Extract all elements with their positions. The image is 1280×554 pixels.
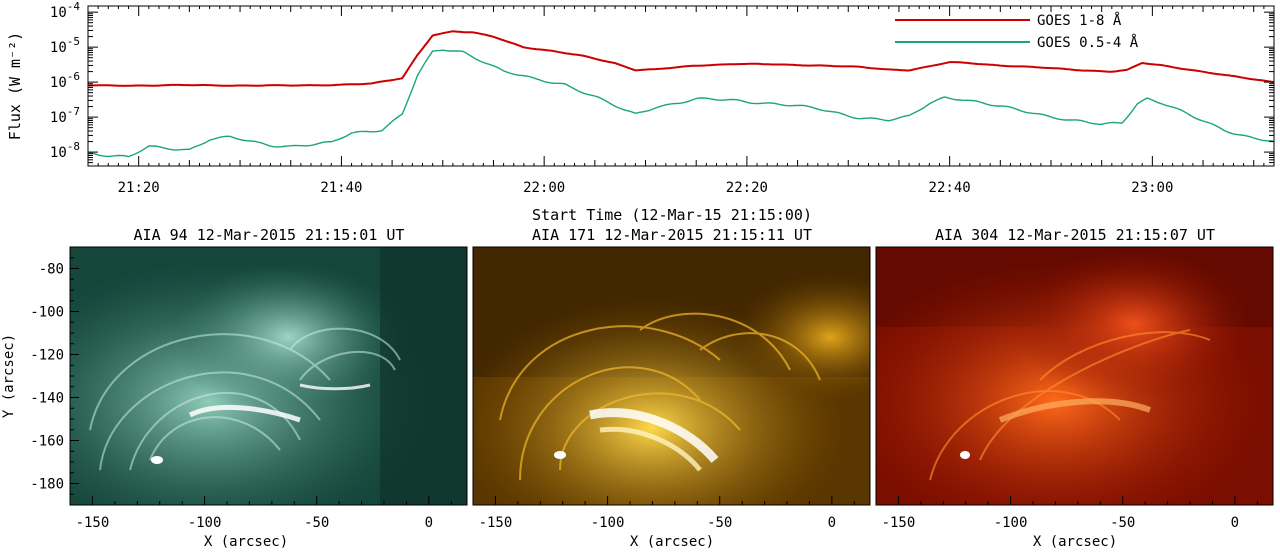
aia94-y-tick-label: -160 [30,434,64,450]
panel-title-aia171: AIA 171 12-Mar-2015 21:15:11 UT [532,226,812,244]
aia304-x-tick-label: -50 [1110,515,1135,531]
aia94-x-axis-title: X (arcsec) [204,534,288,550]
legend-label-goes-1-8: GOES 1-8 Å [1037,12,1122,29]
y-tick-group: 10-8 10-7 10-6 10-5 10-4 [50,0,1274,167]
aia304-x-tick-label: -100 [994,515,1028,531]
y-tick-label: 10-6 [50,70,80,91]
panel-title-aia304: AIA 304 12-Mar-2015 21:15:07 UT [935,226,1215,244]
x-tick-label: 21:40 [320,180,362,196]
series-line-goes-0-5-4 [87,49,1275,158]
aia171-x-tick-label: -50 [707,515,732,531]
y-tick-label: 10-7 [50,105,80,126]
aia94-x-tick-label: -100 [188,515,222,531]
aia94-x-tick-label: 0 [425,515,433,531]
goes-light-curve: 10-8 10-7 10-6 10-5 10-4 21:20 21:40 22:00 22:2… [6,0,1275,224]
legend-label-goes-0-5-4: GOES 0.5-4 Å [1037,34,1139,51]
aia171-x-tick-label: -150 [479,515,513,531]
aia94-y-tick-label: -100 [30,305,64,321]
x-axis-title: Start Time (12-Mar-15 21:15:00) [532,206,812,224]
x-tick-label: 21:20 [118,180,160,196]
aia304-x-tick-label: 0 [1231,515,1239,531]
y-axis-title: Flux (W m⁻²) [6,32,24,140]
aia171-x-tick-label: -100 [591,515,625,531]
y-tick-label: 10-5 [50,35,80,56]
aia94-x-tick-label: -50 [304,515,329,531]
x-tick-label: 22:00 [523,180,565,196]
aia171-x-tick-label: 0 [828,515,836,531]
aia94-y-tick-label: -80 [39,262,64,278]
legend: GOES 1-8 Å GOES 0.5-4 Å [895,12,1139,51]
aia304-image [875,246,1274,506]
aia304-x-tick-label: -150 [882,515,916,531]
aia94-y-axis-title: Y (arcsec) [1,334,17,418]
y-tick-label: 10-4 [50,0,80,21]
x-tick-label: 22:20 [726,180,768,196]
aia171-image [472,246,871,506]
aia94-y-tick-label: -120 [30,348,64,364]
x-tick-group: 21:20 21:40 22:00 22:20 22:40 23:00 [87,6,1275,196]
x-tick-label: 23:00 [1131,180,1173,196]
aia94-x-tick-label: -150 [76,515,110,531]
aia-axis-group: -150 -100 -50 0 -80 -100 -120 -140 -160 -180 -150 -… [30,246,1258,531]
series-line-goes-1-8 [88,30,1275,87]
aia94-image [69,246,468,506]
aia171-x-axis-title: X (arcsec) [630,534,714,550]
y-tick-label: 10-8 [50,140,80,161]
panel-title-aia94: AIA 94 12-Mar-2015 21:15:01 UT [134,226,405,244]
x-tick-label: 22:40 [929,180,971,196]
goes-series-group [87,30,1275,158]
aia304-x-axis-title: X (arcsec) [1033,534,1117,550]
aia94-y-tick-label: -180 [30,477,64,493]
aia94-y-tick-label: -140 [30,391,64,407]
